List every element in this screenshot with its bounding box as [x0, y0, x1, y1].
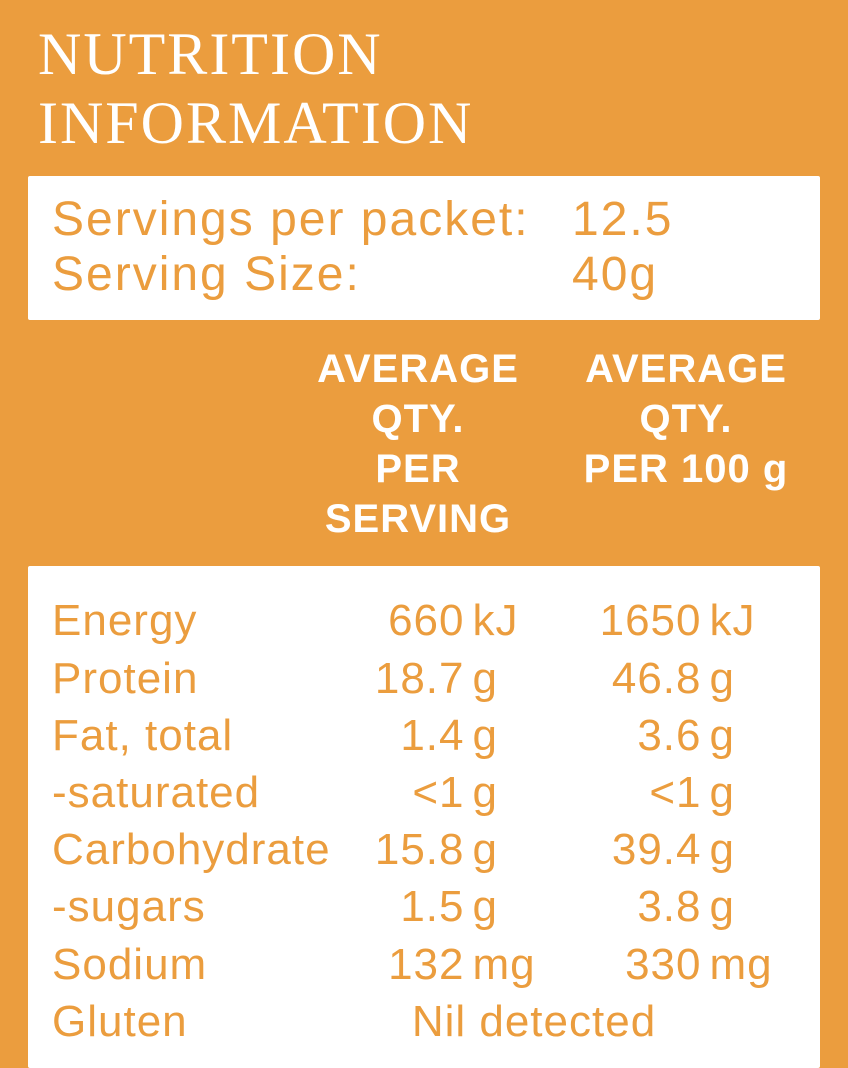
per-100g-value: 46.8g — [559, 650, 796, 707]
column-headers: AVERAGE QTY. PER SERVING AVERAGE QTY. PE… — [28, 320, 820, 566]
servings-per-packet-label: Servings per packet: — [52, 192, 572, 247]
nutrient-label: -sugars — [52, 878, 322, 935]
header-per-100g-line2: PER 100 g — [552, 444, 820, 494]
table-row: Sodium 132mg 330mg — [52, 936, 796, 993]
table-row-gluten: Gluten Nil detected — [52, 993, 796, 1050]
per-serving-value: 660kJ — [322, 592, 559, 649]
per-serving-value: <1g — [322, 764, 559, 821]
per-100g-value: <1g — [559, 764, 796, 821]
per-serving-value: 1.5g — [322, 878, 559, 935]
per-100g-value: 3.8g — [559, 878, 796, 935]
table-row: -sugars 1.5g 3.8g — [52, 878, 796, 935]
nutrient-label: Protein — [52, 650, 322, 707]
header-per-serving-line2: PER SERVING — [284, 444, 552, 544]
serving-size-label: Serving Size: — [52, 247, 572, 302]
nutrition-table: Energy 660kJ 1650kJ Protein 18.7g 46.8g … — [28, 566, 820, 1068]
header-per-100g-line1: AVERAGE QTY. — [552, 344, 820, 444]
header-per-serving: AVERAGE QTY. PER SERVING — [284, 344, 552, 544]
panel-title: NUTRITION INFORMATION — [38, 20, 820, 158]
serving-size-value: 40g — [572, 247, 796, 302]
nutrient-label: Energy — [52, 592, 322, 649]
gluten-value: Nil detected — [322, 993, 796, 1050]
header-spacer — [28, 344, 284, 544]
servings-panel: Servings per packet: 12.5 Serving Size: … — [28, 176, 820, 320]
servings-per-packet-row: Servings per packet: 12.5 — [52, 192, 796, 247]
per-serving-value: 18.7g — [322, 650, 559, 707]
per-serving-value: 15.8g — [322, 821, 559, 878]
header-per-100g: AVERAGE QTY. PER 100 g — [552, 344, 820, 544]
nutrient-label: Gluten — [52, 993, 322, 1050]
per-100g-value: 330mg — [559, 936, 796, 993]
per-100g-value: 39.4g — [559, 821, 796, 878]
per-serving-value: 1.4g — [322, 707, 559, 764]
table-row: -saturated <1g <1g — [52, 764, 796, 821]
servings-per-packet-value: 12.5 — [572, 192, 796, 247]
table-row: Energy 660kJ 1650kJ — [52, 592, 796, 649]
header-per-serving-line1: AVERAGE QTY. — [284, 344, 552, 444]
per-serving-value: 132mg — [322, 936, 559, 993]
per-100g-value: 1650kJ — [559, 592, 796, 649]
per-100g-value: 3.6g — [559, 707, 796, 764]
table-row: Carbohydrate 15.8g 39.4g — [52, 821, 796, 878]
serving-size-row: Serving Size: 40g — [52, 247, 796, 302]
table-row: Protein 18.7g 46.8g — [52, 650, 796, 707]
nutrient-label: Carbohydrate — [52, 821, 322, 878]
nutrient-label: Fat, total — [52, 707, 322, 764]
nutrient-label: -saturated — [52, 764, 322, 821]
nutrient-label: Sodium — [52, 936, 322, 993]
table-row: Fat, total 1.4g 3.6g — [52, 707, 796, 764]
